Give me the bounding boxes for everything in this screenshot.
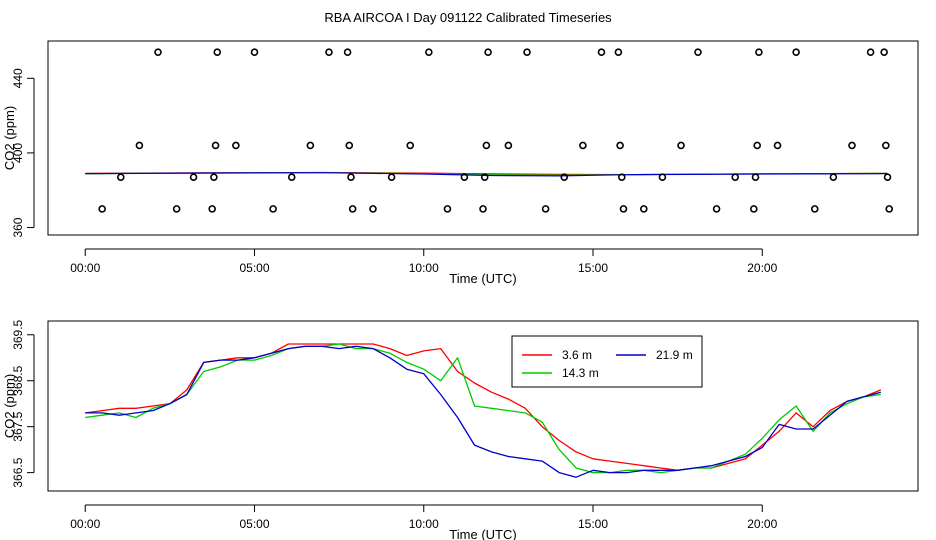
data-point — [479, 205, 487, 213]
data-point — [116, 173, 125, 181]
data-point — [460, 173, 469, 181]
data-point — [343, 48, 352, 56]
data-point — [579, 141, 587, 150]
data-point — [658, 173, 667, 181]
legend-label: 14.3 m — [562, 366, 599, 380]
data-point — [269, 205, 277, 213]
data-point — [154, 48, 162, 56]
data-point — [482, 141, 491, 150]
data-point — [751, 173, 760, 181]
data-point — [250, 48, 259, 56]
data-point — [406, 141, 415, 150]
data-point — [597, 48, 606, 56]
data-point — [484, 48, 492, 56]
data-point — [617, 173, 626, 181]
data-point — [504, 141, 513, 150]
data-point — [694, 48, 702, 56]
x-axis-label: Time (UTC) — [449, 527, 516, 540]
data-point — [619, 205, 628, 213]
data-point — [883, 173, 892, 181]
data-point — [866, 48, 875, 56]
plot-frame — [47, 320, 919, 492]
data-point — [677, 141, 685, 150]
data-point — [369, 205, 377, 213]
data-point — [232, 141, 240, 150]
data-point — [792, 48, 800, 56]
x-axis-label: Time (UTC) — [449, 271, 516, 286]
data-point — [731, 173, 739, 181]
data-point — [541, 205, 550, 213]
series-line-21-9-m — [85, 172, 888, 177]
data-point — [885, 205, 894, 213]
data-point — [213, 48, 222, 56]
y-tick-label: 400 — [11, 143, 25, 163]
legend: 3.6 m 14.3 m 21.9 m — [511, 335, 703, 388]
x-tick-label: 20:00 — [747, 517, 777, 531]
x-tick-label: 10:00 — [409, 261, 439, 275]
x-tick-label: 05:00 — [239, 261, 269, 275]
data-point — [345, 141, 354, 150]
data-point — [387, 173, 396, 181]
data-point — [325, 48, 333, 56]
y-tick-label: 369.5 — [11, 319, 25, 349]
x-tick-label: 15:00 — [578, 517, 608, 531]
data-point — [560, 173, 569, 181]
data-point — [172, 205, 181, 213]
data-point — [773, 141, 782, 150]
data-point — [443, 205, 452, 213]
y-axis-label: CO2 (ppm) — [2, 374, 17, 438]
series-line-14-3-m — [85, 343, 881, 474]
x-tick-label: 10:00 — [409, 517, 439, 531]
data-point — [287, 173, 296, 181]
data-point — [211, 141, 220, 150]
chart-panel-top: 00:00 05:00 10:00 15:00 20:00 Time (UTC) 360 40… — [2, 40, 919, 286]
x-tick-label: 05:00 — [239, 517, 269, 531]
series-line-21-9-m — [85, 345, 881, 478]
y-tick-label: 366.5 — [11, 457, 25, 487]
x-tick-label: 15:00 — [578, 261, 608, 275]
data-point — [306, 141, 315, 150]
x-tick-label: 20:00 — [747, 261, 777, 275]
data-point — [425, 48, 433, 56]
y-axis-label: CO2 (ppm) — [2, 106, 17, 170]
data-point — [712, 205, 721, 213]
data-point — [98, 205, 106, 213]
figure-title: RBA AIRCOA I Day 091122 Calibrated Times… — [324, 10, 612, 25]
chart-panel-bottom: 00:00 05:00 10:00 15:00 20:00 Time (UTC) 366.5… — [2, 319, 919, 540]
data-point — [347, 173, 355, 181]
legend-box — [511, 335, 703, 388]
data-point — [829, 173, 838, 181]
y-tick-label: 368.5 — [11, 365, 25, 395]
data-point — [208, 205, 216, 213]
data-point — [523, 48, 531, 56]
x-tick-label: 00:00 — [70, 261, 100, 275]
data-point — [848, 141, 856, 150]
data-point — [348, 205, 357, 213]
legend-label: 3.6 m — [562, 348, 592, 362]
legend-label: 21.9 m — [656, 348, 693, 362]
y-tick-label: 440 — [11, 68, 25, 88]
data-point — [189, 173, 198, 181]
data-point — [755, 48, 763, 56]
data-point — [135, 141, 144, 150]
data-point — [210, 173, 218, 181]
data-point — [616, 141, 624, 150]
plot-frame — [47, 40, 919, 236]
x-tick-label: 00:00 — [70, 517, 100, 531]
y-tick-label: 367.5 — [11, 411, 25, 441]
data-point — [639, 205, 648, 213]
data-point — [880, 48, 888, 56]
y-tick-label: 360 — [11, 217, 25, 237]
data-point — [614, 48, 623, 56]
data-point — [882, 141, 890, 150]
data-point — [753, 141, 762, 150]
data-point — [810, 205, 819, 213]
data-point — [480, 173, 489, 181]
data-point — [750, 205, 758, 213]
